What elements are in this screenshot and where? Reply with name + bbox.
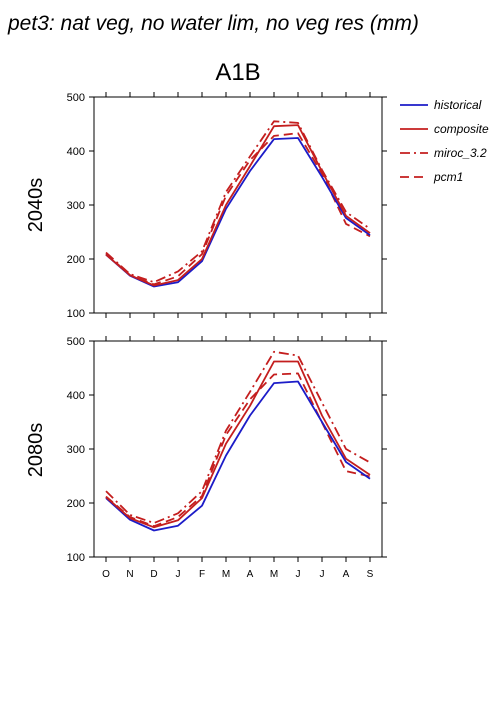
y-tick-label: 200: [67, 498, 85, 510]
y-tick-label: 300: [67, 200, 85, 212]
x-tick-label: M: [222, 569, 230, 580]
legend-label: pcm1: [433, 170, 463, 184]
y-tick-label: 400: [67, 146, 85, 158]
series-line-pcm1: [105, 132, 371, 286]
x-tick-label: A: [343, 569, 350, 580]
chart-legend: historical composite miroc_3.2 pcm1: [400, 98, 489, 184]
series-line-pcm1: [105, 372, 371, 528]
series-line-composite: [105, 124, 371, 287]
x-tick-label: O: [102, 569, 110, 580]
x-tick-label: J: [296, 569, 301, 580]
x-tick-label: A: [247, 569, 254, 580]
y-tick-label: 400: [67, 390, 85, 402]
x-tick-label: S: [367, 569, 374, 580]
panel-label-2040s: 2040s: [25, 178, 47, 233]
panel-2080s: 100 200 300 400 500 O N D J F M A M J J A S: [67, 336, 387, 580]
x-tick-label: J: [176, 569, 181, 580]
x-tick-label: N: [126, 569, 133, 580]
figure-title: pet3: nat veg, no water lim, no veg res …: [7, 12, 419, 35]
x-tick-label: M: [270, 569, 278, 580]
y-tick-label: 300: [67, 444, 85, 456]
y-tick-label: 100: [67, 552, 85, 564]
series-line-miroc-3-2: [105, 120, 371, 284]
series-line-miroc-3-2: [105, 350, 371, 524]
legend-label: composite: [434, 122, 489, 136]
y-tick-label: 100: [67, 308, 85, 320]
series-line-historical: [105, 137, 371, 288]
legend-label: miroc_3.2: [434, 146, 487, 160]
scenario-label: A1B: [215, 59, 260, 86]
y-tick-label: 200: [67, 254, 85, 266]
series-line-historical: [105, 380, 371, 532]
y-tick-label: 500: [67, 92, 85, 104]
x-tick-label: F: [199, 569, 205, 580]
x-tick-label: D: [150, 569, 157, 580]
series-line-composite: [105, 360, 371, 529]
panel-label-2080s: 2080s: [25, 423, 47, 478]
legend-label: historical: [434, 98, 482, 112]
y-tick-label: 500: [67, 336, 85, 348]
x-tick-label: J: [320, 569, 325, 580]
panel-2040s: 100 200 300 400 500: [67, 92, 387, 320]
